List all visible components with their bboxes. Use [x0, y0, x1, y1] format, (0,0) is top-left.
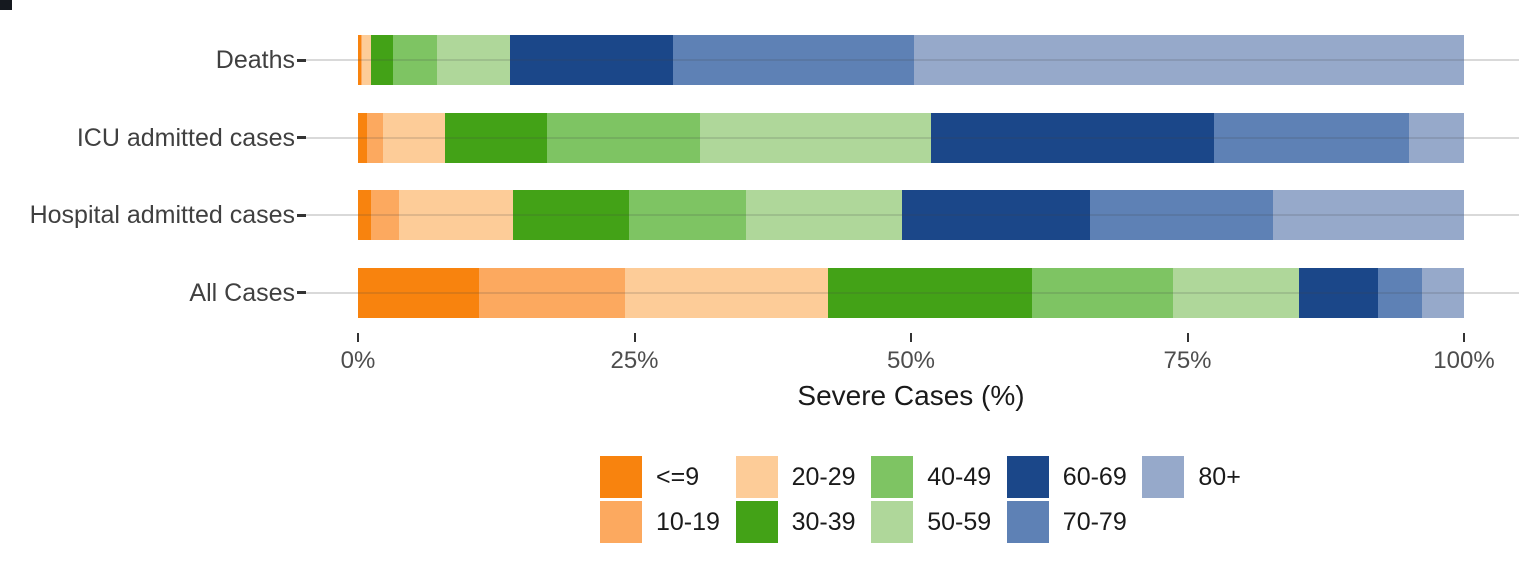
- category-label: All Cases: [189, 278, 295, 307]
- bar-segment-age-<=9: [358, 267, 479, 318]
- stacked-bar: [358, 267, 1464, 318]
- stacked-bar: [358, 112, 1464, 163]
- bar-segment-age-30-39: [512, 190, 629, 240]
- category-axis-tick: [297, 213, 306, 217]
- bar-segment-age-10-19: [366, 112, 384, 163]
- legend-label-age-40-49: 40-49: [927, 463, 992, 491]
- category-label: Hospital admitted cases: [29, 201, 295, 229]
- gridline-through-bar: [358, 214, 1464, 216]
- bar-segment-age-30-39: [445, 112, 548, 163]
- legend-key-age-80+: [1142, 456, 1185, 498]
- bar-segment-age-60-69: [509, 35, 674, 85]
- bar-segment-age-80+: [914, 35, 1464, 85]
- x-axis-tick-label: 0%: [340, 347, 376, 374]
- bar-segment-age-70-79: [1214, 112, 1409, 163]
- legend-key-age-<=9: [600, 456, 642, 498]
- bar-segment-age-<=9: [358, 190, 372, 240]
- legend-label-age-<=9: <=9: [656, 463, 700, 491]
- bar-segment-age-80+: [1272, 190, 1464, 240]
- category-label: Deaths: [215, 46, 295, 74]
- bar-segment-age-10-19: [371, 190, 399, 240]
- stacked-bar: [358, 190, 1464, 240]
- bar-segment-age-20-29: [362, 35, 372, 85]
- bar-segment-age-60-69: [930, 112, 1214, 163]
- bar-segment-age-40-49: [393, 35, 437, 85]
- x-axis-tick-label: 75%: [1163, 347, 1212, 374]
- x-axis-tick: [1186, 333, 1189, 342]
- bar-segment-age-30-39: [371, 35, 394, 85]
- bar-segment-age-60-69: [902, 190, 1091, 240]
- category-axis-tick: [297, 291, 306, 294]
- legend-label-age-70-79: 70-79: [1062, 507, 1127, 536]
- stacked-bar: [358, 35, 1464, 85]
- bar-segment-age-50-59: [746, 190, 903, 240]
- legend-label-age-80+: 80+: [1198, 463, 1241, 491]
- gridline-through-bar: [358, 136, 1464, 139]
- bar-segment-age-20-29: [624, 267, 829, 318]
- legend-key-age-30-39: [735, 500, 778, 543]
- bar-segment-age-20-29: [398, 190, 513, 240]
- x-axis-tick-label: 50%: [886, 347, 936, 374]
- legend-key-age-50-59: [871, 500, 914, 543]
- x-axis-tick: [633, 333, 636, 342]
- bar-segment-age-20-29: [383, 112, 446, 163]
- bar-segment-age-70-79: [673, 35, 915, 85]
- x-axis-tick: [910, 333, 912, 342]
- legend-key-age-60-69: [1006, 456, 1049, 498]
- legend-key-age-20-29: [735, 456, 778, 498]
- bar-segment-age-40-49: [628, 190, 747, 240]
- x-axis-title: Severe Cases (%): [797, 380, 1025, 411]
- x-axis-tick: [1463, 333, 1465, 342]
- bar-segment-age-40-49: [547, 112, 700, 163]
- x-axis: 0% 25% 50% 75% 100%: [0, 330, 1536, 380]
- bar-segment-age-<=9: [358, 35, 362, 85]
- plot-area: Deaths ICU admitted cases Hospital admitte…: [29, 35, 1519, 318]
- bar-segment-age-70-79: [1090, 190, 1273, 240]
- legend-label-age-30-39: 30-39: [791, 507, 856, 536]
- bar-segment-age-80+: [1408, 112, 1464, 163]
- bar-segment-age-<=9: [358, 112, 367, 163]
- legend-label-age-50-59: 50-59: [927, 507, 992, 536]
- legend-label-age-20-29: 20-29: [791, 463, 856, 491]
- legend-label-age-10-19: 10-19: [656, 507, 720, 536]
- gridline-through-bar: [358, 291, 1464, 294]
- legend-key-age-10-19: [600, 500, 642, 543]
- category-label: ICU admitted cases: [76, 123, 295, 152]
- bar-segment-age-50-59: [1173, 267, 1300, 318]
- legend-key-age-40-49: [871, 456, 914, 498]
- screen-corner-artifact: [0, 0, 12, 10]
- bar-segment-age-70-79: [1377, 267, 1422, 318]
- x-axis-tick: [357, 333, 359, 342]
- legend-key-age-70-79: [1006, 500, 1049, 543]
- bar-segment-age-40-49: [1031, 267, 1174, 318]
- bar-segment-age-60-69: [1299, 267, 1378, 318]
- category-axis-tick: [297, 136, 306, 139]
- legend-label-age-60-69: 60-69: [1062, 463, 1127, 491]
- x-axis-tick-label: 100%: [1433, 347, 1495, 374]
- gridline-through-bar: [358, 59, 1464, 61]
- category-axis-tick: [297, 58, 306, 62]
- bar-segment-age-10-19: [478, 267, 625, 318]
- bar-segment-age-50-59: [436, 35, 510, 85]
- bar-segment-age-10-19: [361, 35, 363, 85]
- bar-segment-age-30-39: [828, 267, 1032, 318]
- bar-segment-age-50-59: [699, 112, 931, 163]
- x-axis-tick-label: 25%: [610, 347, 659, 374]
- bar-segment-age-80+: [1421, 267, 1464, 318]
